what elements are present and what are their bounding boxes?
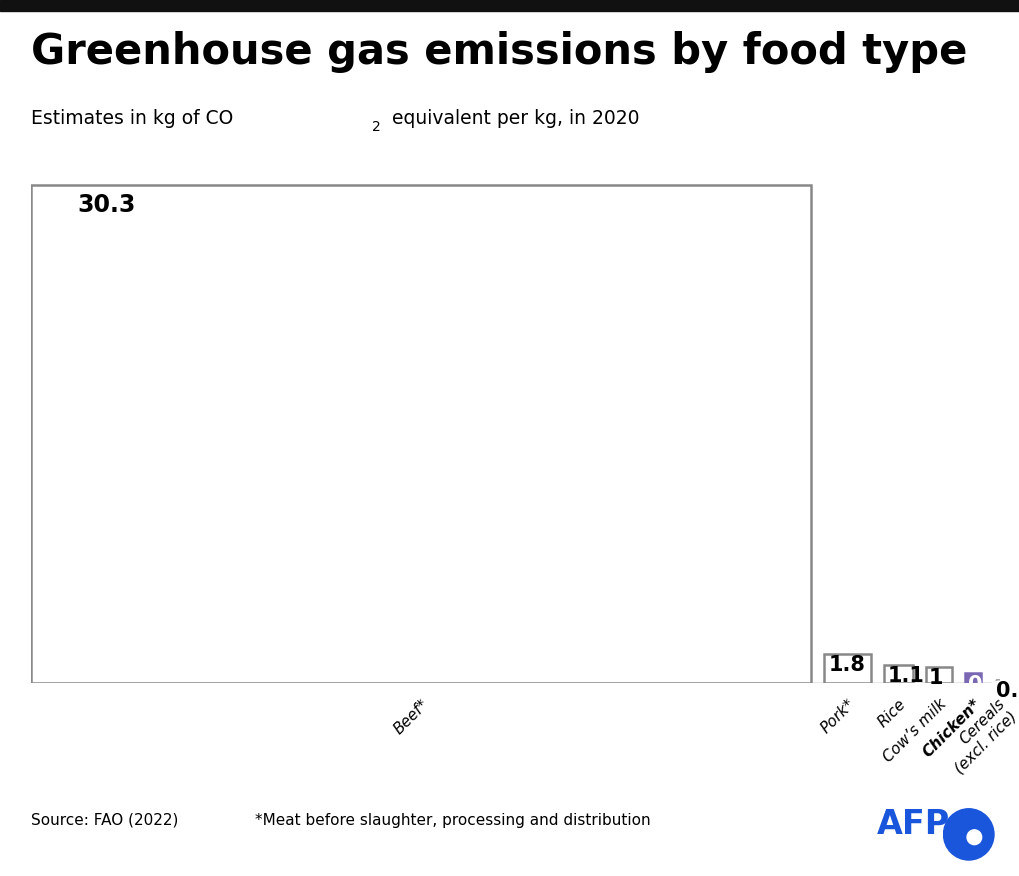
Text: Cow’s milk: Cow’s milk bbox=[879, 696, 949, 766]
Bar bbox=[823, 653, 870, 683]
Circle shape bbox=[966, 830, 980, 844]
Text: 1.1: 1.1 bbox=[887, 667, 923, 687]
Text: AFP: AFP bbox=[876, 808, 950, 841]
Text: Chicken*: Chicken* bbox=[919, 696, 983, 760]
Bar bbox=[965, 674, 980, 683]
Text: Rice: Rice bbox=[874, 696, 908, 730]
Text: 0.2: 0.2 bbox=[996, 682, 1019, 702]
Text: Cereals
(excl. rice): Cereals (excl. rice) bbox=[938, 696, 1019, 777]
Bar bbox=[994, 680, 999, 683]
Text: 2: 2 bbox=[372, 120, 381, 134]
Text: Greenhouse gas emissions by food type: Greenhouse gas emissions by food type bbox=[31, 31, 966, 73]
Text: Pork*: Pork* bbox=[817, 696, 857, 737]
Circle shape bbox=[943, 809, 994, 860]
Text: Estimates in kg of CO: Estimates in kg of CO bbox=[31, 110, 232, 129]
Text: *Meat before slaughter, processing and distribution: *Meat before slaughter, processing and d… bbox=[255, 813, 650, 828]
Bar bbox=[925, 667, 951, 683]
Text: 30.3: 30.3 bbox=[77, 193, 136, 217]
Text: equivalent per kg, in 2020: equivalent per kg, in 2020 bbox=[385, 110, 639, 129]
Text: 1.8: 1.8 bbox=[827, 655, 864, 675]
Bar bbox=[31, 185, 810, 683]
Bar bbox=[883, 665, 912, 683]
Text: Source: FAO (2022): Source: FAO (2022) bbox=[31, 813, 177, 828]
Text: 0.6: 0.6 bbox=[967, 675, 1004, 695]
Text: 1: 1 bbox=[928, 668, 943, 689]
Text: Beef*: Beef* bbox=[390, 696, 431, 737]
